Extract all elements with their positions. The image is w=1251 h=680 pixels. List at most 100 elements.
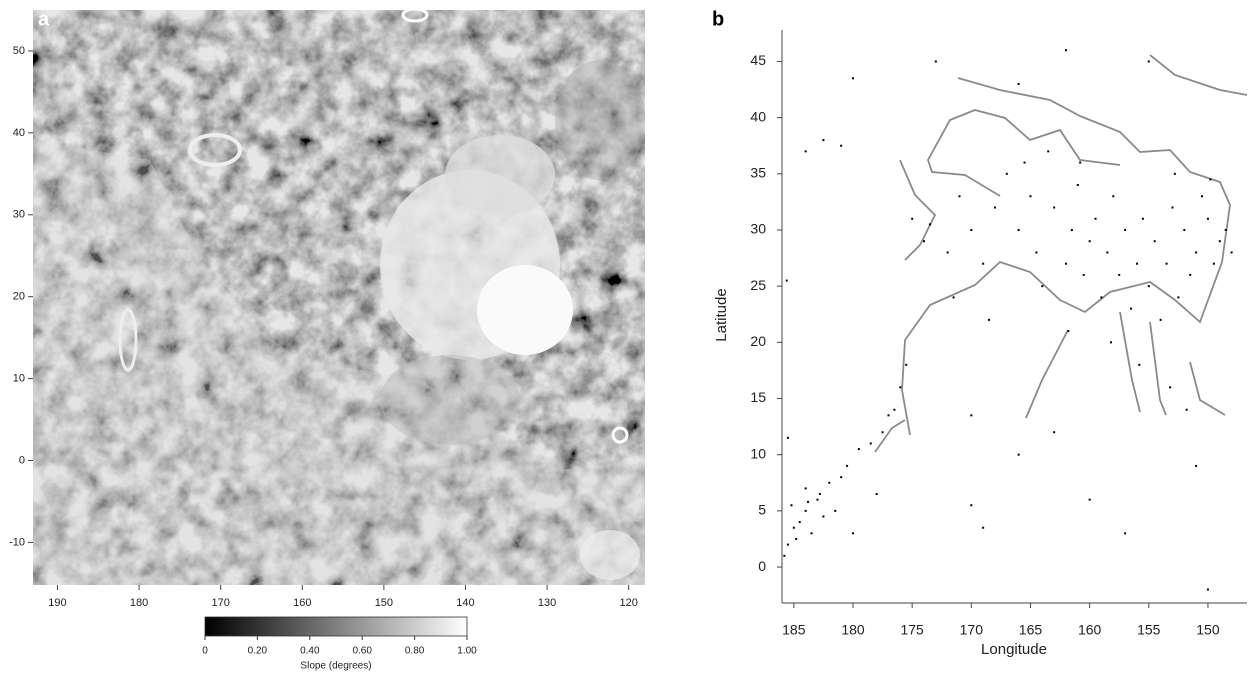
point [1100,296,1102,298]
point [787,437,789,439]
point [1124,532,1126,534]
point [1195,251,1197,253]
point [1160,319,1162,321]
colorbar-tick-label: 1.00 [457,646,477,657]
point [1110,341,1112,343]
point [953,296,955,298]
x-tick-label: 150 [375,597,393,609]
point [994,207,996,209]
point [1065,49,1067,51]
y-tick-label: 40 [750,108,766,124]
point [1018,229,1020,231]
point [905,364,907,366]
contours [875,55,1247,452]
point [793,527,795,529]
point [1169,386,1171,388]
point [1174,173,1176,175]
x-tick-label: 150 [1196,622,1220,638]
point [840,145,842,147]
point [982,527,984,529]
y-tick-label: -10 [9,536,25,548]
x-tick-label: 140 [456,597,474,609]
point [893,409,895,411]
y-tick-label: 10 [13,372,25,384]
y-tick-label: 0 [19,454,25,466]
point [852,532,854,534]
y-tick-label: 40 [13,127,25,139]
point [970,229,972,231]
point [1071,229,1073,231]
y-axis-label: Latitude [713,288,730,341]
point [1106,251,1108,253]
point [1047,150,1049,152]
y-tick-label: 10 [750,445,766,461]
point [1035,251,1037,253]
x-tick-label: 165 [1019,622,1043,638]
figure: a b Slope (degrees) Longitude Latitude 1… [0,0,1251,675]
colorbar-label: Slope (degrees) [300,661,371,672]
point [882,431,884,433]
point [822,515,824,517]
point [807,501,809,503]
point [799,521,801,523]
point [982,263,984,265]
y-tick-label: 15 [750,389,766,405]
point [1136,263,1138,265]
point [786,280,788,282]
point [911,218,913,220]
point [1018,83,1020,85]
point [805,510,807,512]
y-tick-label: 0 [758,558,766,574]
x-tick-label: 160 [293,597,311,609]
x-tick-label: 170 [960,622,984,638]
point [923,240,925,242]
point [1171,207,1173,209]
point [795,538,797,540]
point [1024,162,1026,164]
y-tick-label: 5 [758,502,766,518]
x-tick-label: 160 [1078,622,1102,638]
y-tick-label: 20 [750,333,766,349]
point [840,476,842,478]
point [970,414,972,416]
point [1079,162,1081,164]
x-tick-label: 190 [48,597,66,609]
point [1207,589,1209,591]
panel-label: b [712,8,724,30]
point [1189,274,1191,276]
point [1209,178,1211,180]
point [846,465,848,467]
point [1089,240,1091,242]
point [1201,195,1203,197]
point [1148,60,1150,62]
point [805,487,807,489]
point [958,195,960,197]
point [1142,218,1144,220]
point [783,555,785,557]
point [1225,229,1227,231]
point [1041,285,1043,287]
y-tick-label: 20 [13,291,25,303]
colorbar-tick-label: 0.80 [405,646,425,657]
colorbar [205,617,467,636]
point [819,493,821,495]
point [1018,454,1020,456]
point [787,544,789,546]
point [1077,184,1079,186]
point [929,223,931,225]
point [822,139,824,141]
y-tick-label: 35 [750,165,766,181]
point [1138,364,1140,366]
point [988,319,990,321]
slope-map [33,9,645,585]
point [811,532,813,534]
point [805,150,807,152]
y-tick-label: 25 [750,277,766,293]
point [816,499,818,501]
colorbar-tick-label: 0 [202,646,208,657]
point [1148,285,1150,287]
x-tick-label: 130 [538,597,556,609]
point [1053,431,1055,433]
point [876,493,878,495]
colorbar-tick-label: 0.40 [300,646,320,657]
